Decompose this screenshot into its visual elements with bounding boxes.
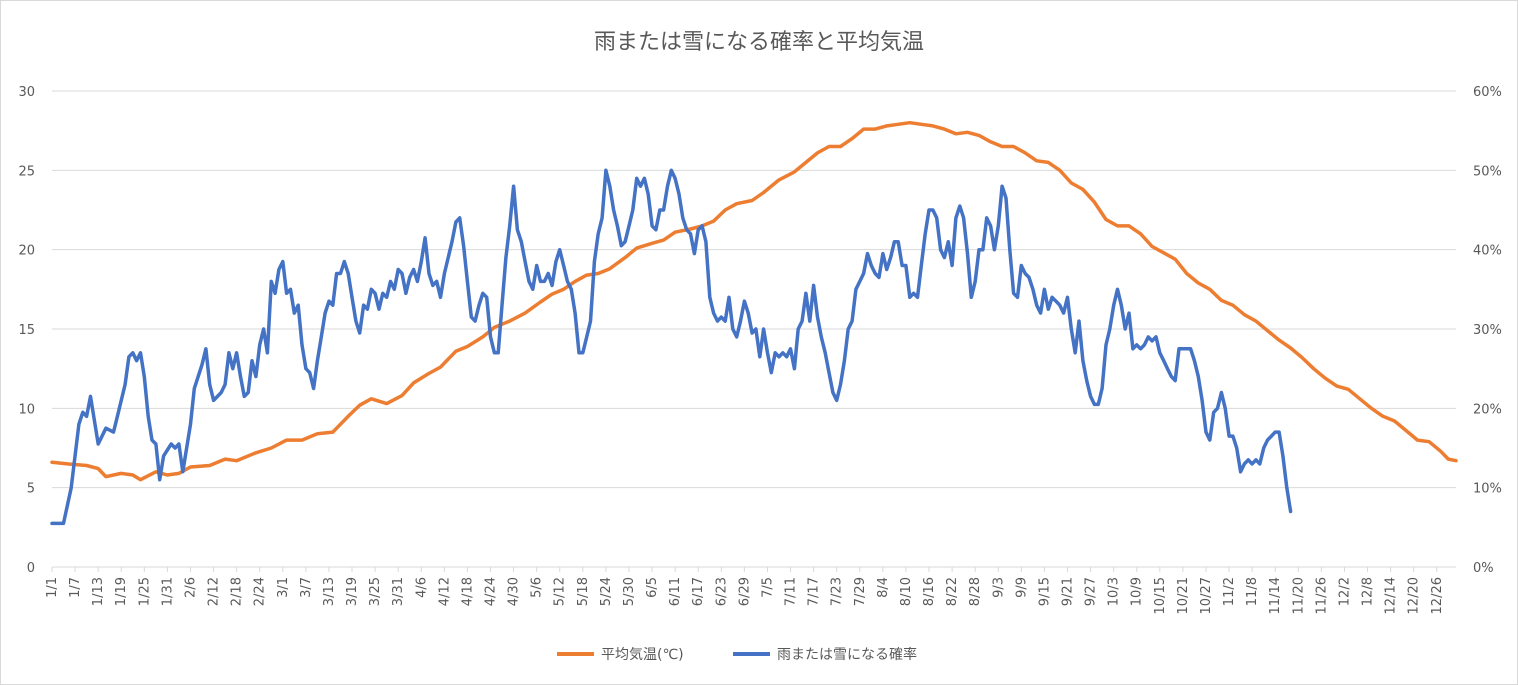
y-left-tick-label: 30 — [18, 85, 35, 100]
x-tick-label: 7/11 — [784, 577, 799, 606]
x-tick-label: 11/26 — [1314, 577, 1329, 614]
x-tick-label: 10/9 — [1130, 577, 1145, 606]
x-tick-label: 5/12 — [553, 577, 568, 606]
x-tick-label: 3/25 — [368, 577, 383, 606]
x-tick-label: 9/3 — [991, 577, 1006, 598]
x-tick-label: 3/7 — [299, 577, 314, 598]
y-right-tick-label: 10% — [1473, 482, 1502, 497]
gridlines — [52, 90, 1456, 568]
y-right-tick-label: 30% — [1473, 323, 1502, 338]
y-left-tick-label: 25 — [18, 164, 35, 179]
x-tick-label: 11/8 — [1245, 577, 1260, 606]
x-tick-label: 4/12 — [437, 577, 452, 606]
x-tick-label: 7/29 — [853, 577, 868, 606]
x-tick-label: 11/14 — [1268, 577, 1283, 614]
y-right-tick-label: 60% — [1473, 85, 1502, 100]
y-right-tick-label: 50% — [1473, 164, 1502, 179]
plot-series — [50, 120, 1458, 526]
x-tick-label: 9/21 — [1060, 577, 1075, 606]
x-tick-label: 8/16 — [922, 577, 937, 606]
x-tick-label: 2/6 — [183, 577, 198, 598]
x-tick-label: 8/28 — [968, 577, 983, 606]
x-tick-label: 1/25 — [137, 577, 152, 606]
legend-label-probability: 雨または雪になる確率 — [777, 646, 917, 663]
x-tick-label: 5/24 — [599, 577, 614, 606]
x-tick-label: 7/5 — [760, 577, 775, 598]
x-tick-label: 12/8 — [1361, 577, 1376, 606]
x-tick-label: 10/3 — [1107, 577, 1122, 606]
x-tick-label: 9/9 — [1014, 577, 1029, 598]
x-tick-label: 2/18 — [230, 577, 245, 606]
x-tick-label: 5/6 — [530, 577, 545, 598]
x-tick-label: 9/15 — [1037, 577, 1052, 606]
x-tick-label: 3/31 — [391, 577, 406, 606]
x-tick-label: 8/4 — [876, 577, 891, 598]
y-left-tick-label: 20 — [18, 244, 35, 259]
x-tick-label: 4/30 — [507, 577, 522, 606]
x-tick-label: 8/22 — [945, 577, 960, 606]
x-tick-label: 6/5 — [645, 577, 660, 598]
x-tick-label: 7/23 — [830, 577, 845, 606]
y-right-tick-label: 40% — [1473, 244, 1502, 259]
x-tick-label: 4/18 — [460, 577, 475, 606]
x-tick-label: 12/14 — [1384, 577, 1399, 614]
x-tick-label: 9/27 — [1084, 577, 1099, 606]
x-tick-label: 4/6 — [414, 577, 429, 598]
y-left-tick-label: 15 — [18, 323, 35, 338]
x-tick-label: 11/20 — [1291, 577, 1306, 614]
y-left-tick-label: 5 — [27, 482, 35, 497]
chart-title: 雨または雪になる確率と平均気温 — [594, 30, 924, 55]
x-tick-label: 1/31 — [160, 577, 175, 606]
series-line-probability — [50, 168, 1293, 526]
x-tick-label: 1/1 — [45, 577, 60, 598]
x-tick-label: 7/17 — [807, 577, 822, 606]
y-right-tick-label: 20% — [1473, 402, 1502, 417]
y-axis-left: 0 5 10 15 20 25 30 — [18, 85, 35, 576]
x-tick-label: 3/1 — [276, 577, 291, 598]
x-tick-label: 8/10 — [899, 577, 914, 606]
x-tick-label: 1/13 — [91, 577, 106, 606]
x-tick-label: 12/2 — [1337, 577, 1352, 606]
x-tick-label: 12/26 — [1430, 577, 1445, 614]
x-tick-label: 2/24 — [253, 577, 268, 606]
x-tick-label: 12/20 — [1407, 577, 1422, 614]
x-tick-label: 2/12 — [207, 577, 222, 606]
x-tick-label: 10/27 — [1199, 577, 1214, 614]
x-axis: 1/1 1/7 1/13 1/19 1/25 1/31 2/6 2/12 2/18 2/24 3/1… — [45, 567, 1445, 614]
x-tick-label: 5/30 — [622, 577, 637, 606]
x-tick-label: 3/13 — [322, 577, 337, 606]
legend: 平均気温(℃) 雨または雪になる確率 — [557, 646, 917, 663]
legend-label-temperature: 平均気温(℃) — [601, 647, 684, 663]
x-tick-label: 6/17 — [691, 577, 706, 606]
y-right-tick-label: 0% — [1473, 561, 1494, 576]
x-tick-label: 6/29 — [737, 577, 752, 606]
x-tick-label: 5/18 — [576, 577, 591, 606]
y-axis-right: 0% 10% 20% 30% 40% 50% 60% — [1473, 85, 1502, 576]
x-tick-label: 10/21 — [1176, 577, 1191, 614]
x-tick-label: 4/24 — [484, 577, 499, 606]
x-tick-label: 1/7 — [68, 577, 83, 598]
series-line-temperature — [50, 120, 1458, 482]
x-tick-label: 11/2 — [1222, 577, 1237, 606]
x-tick-label: 3/19 — [345, 577, 360, 606]
x-tick-label: 6/11 — [668, 577, 683, 606]
x-tick-label: 1/19 — [114, 577, 129, 606]
x-tick-label: 6/23 — [714, 577, 729, 606]
x-tick-label: 10/15 — [1153, 577, 1168, 614]
y-left-tick-label: 10 — [18, 402, 35, 417]
y-left-tick-label: 0 — [27, 561, 35, 576]
